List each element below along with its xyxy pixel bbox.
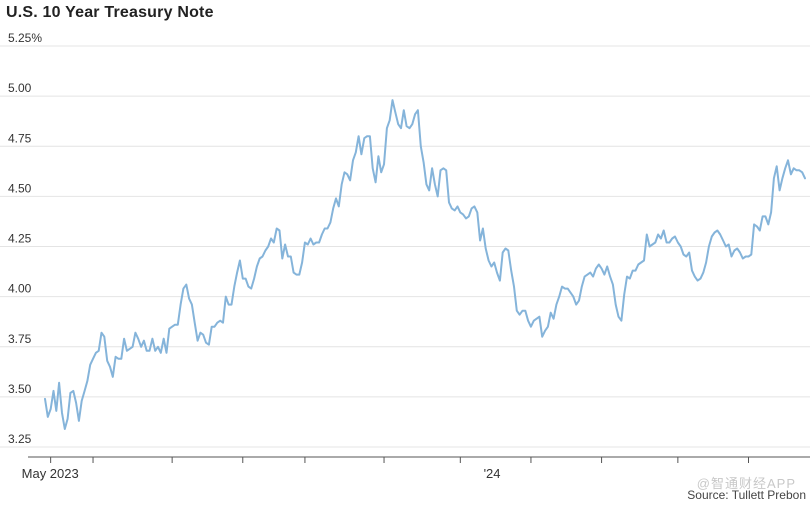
y-tick-label: 3.75	[8, 332, 32, 346]
y-tick-label: 4.50	[8, 181, 32, 195]
y-tick-label: 4.00	[8, 282, 32, 296]
x-tick-label: May 2023	[22, 466, 79, 481]
chart-title: U.S. 10 Year Treasury Note	[6, 4, 214, 21]
y-axis-labels: 3.25 3.50 3.75 4.00 4.25 4.50 4.75 5.00 5.25%	[8, 31, 42, 446]
grid-lines	[0, 45, 810, 448]
y-tick-label: 5.25%	[8, 31, 42, 45]
y-tick-label: 3.25	[8, 432, 32, 446]
source-note: Source: Tullett Prebon	[687, 488, 806, 502]
y-tick-label: 3.50	[8, 382, 32, 396]
x-tick-label: '24	[484, 466, 501, 481]
y-tick-label: 5.00	[8, 81, 32, 95]
y-tick-label: 4.25	[8, 232, 32, 246]
x-axis: May 2023 '24	[22, 456, 810, 481]
watermark: @智通财经APP	[696, 476, 796, 491]
series-line	[44, 99, 806, 430]
y-tick-label: 4.75	[8, 131, 32, 145]
series-line-path	[44, 99, 806, 430]
